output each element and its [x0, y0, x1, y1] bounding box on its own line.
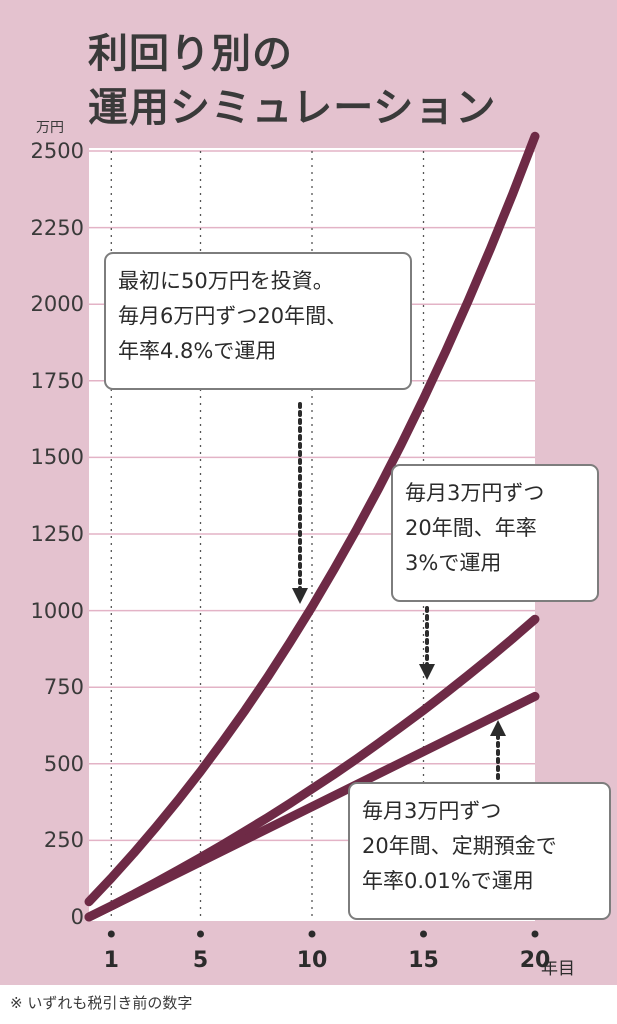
y-tick-label: 750 — [43, 675, 84, 700]
chart-title-line-2: 運用シミュレーション — [88, 85, 497, 131]
x-tick-dot — [197, 930, 204, 938]
x-tick-dot — [107, 930, 115, 938]
x-axis-unit-label: 年目 — [541, 959, 575, 979]
annotation-line: 毎月3万円ずつ — [405, 481, 545, 505]
x-tick-label: 10 — [296, 948, 328, 973]
series-line-3 — [84, 691, 540, 922]
y-tick-label: 2250 — [30, 215, 84, 240]
y-tick-label: 1000 — [30, 598, 84, 623]
y-tick-label: 1500 — [30, 445, 84, 470]
x-tick-label: 20 — [519, 948, 551, 973]
arrow-series-3-head — [490, 720, 506, 736]
y-tick-label: 1750 — [30, 368, 84, 393]
annotation-line: 毎月3万円ずつ — [362, 799, 502, 823]
x-tick-dot — [420, 930, 427, 938]
series-layer — [84, 131, 540, 922]
annotation-line: 年率4.8%で運用 — [118, 339, 277, 363]
footnote: ※ いずれも税引き前の数字 — [10, 994, 193, 1012]
x-tick-dot — [308, 930, 316, 938]
y-tick-label: 2000 — [30, 292, 84, 317]
series-line-1 — [84, 131, 540, 907]
annotation-3-percent: 毎月3万円ずつ 20年間、年率 3%で運用 — [391, 464, 599, 602]
annotation-line: 20年間、定期預金で — [362, 834, 557, 858]
x-tick-label: 5 — [192, 948, 209, 973]
x-tick-label: 15 — [408, 948, 439, 973]
y-tick-label: 500 — [43, 751, 84, 776]
arrow-series-1-head — [292, 588, 308, 604]
annotation-line: 20年間、年率 — [405, 516, 537, 540]
annotation-time-deposit-0-01-percent: 毎月3万円ずつ 20年間、定期預金で 年率0.01%で運用 — [348, 782, 611, 920]
y-tick-label: 1250 — [30, 522, 84, 546]
annotation-line: 3%で運用 — [405, 551, 502, 575]
annotation-line: 毎月6万円ずつ20年間、 — [118, 304, 348, 328]
x-tick-label: 1 — [103, 948, 119, 973]
x-tick-dot-layer — [107, 930, 539, 938]
annotation-line: 最初に50万円を投資。 — [118, 269, 334, 293]
x-tick-dot — [531, 930, 539, 938]
arrow-layer — [292, 402, 506, 780]
chart-title-line-1: 利回り別の — [88, 31, 293, 77]
arrow-series-2-head — [419, 664, 435, 680]
y-tick-label: 2500 — [30, 139, 84, 163]
annotation-lump-sum-4-8-percent: 最初に50万円を投資。 毎月6万円ずつ20年間、 年率4.8%で運用 — [104, 252, 412, 390]
y-tick-label: 0 — [70, 905, 84, 929]
y-tick-label: 250 — [43, 828, 84, 853]
y-axis-unit-label: 万円 — [36, 120, 64, 136]
annotation-line: 年率0.01%で運用 — [362, 869, 534, 893]
